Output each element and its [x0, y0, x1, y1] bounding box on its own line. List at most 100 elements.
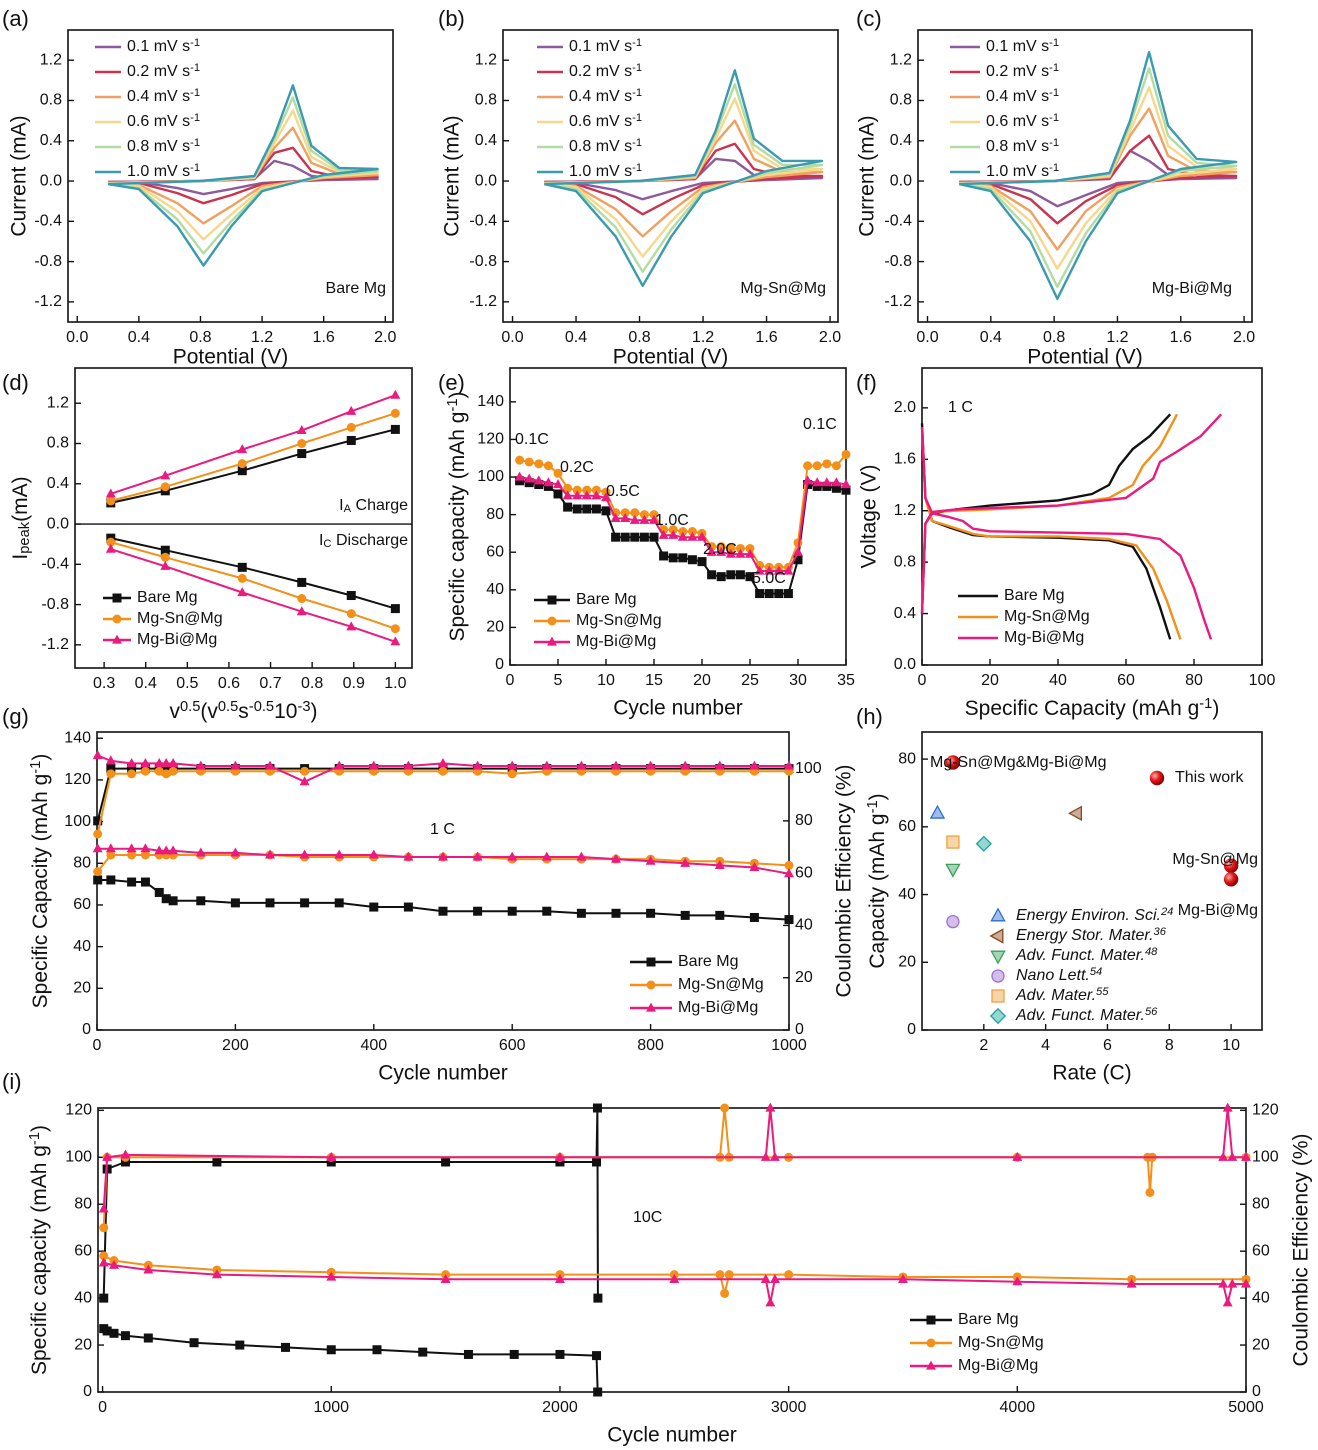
marker — [687, 527, 697, 537]
y-axis-label: Current (mA) — [856, 115, 879, 236]
marker — [390, 624, 400, 634]
y-tick-label: 20 — [898, 953, 916, 970]
marker — [326, 1151, 337, 1161]
marker — [126, 843, 137, 853]
x-tick-label: 5 — [554, 672, 563, 689]
series-line — [102, 1107, 1246, 1209]
y-tick-label: -1.2 — [41, 636, 69, 653]
x-tick-label: 0 — [93, 1037, 102, 1054]
annotation: 1.0C — [655, 512, 689, 529]
marker — [390, 636, 401, 646]
marker — [368, 760, 379, 770]
marker — [106, 537, 116, 547]
y2-tick-label: 0 — [795, 1021, 804, 1038]
x-tick-label: 5000 — [1228, 1399, 1264, 1416]
text-part: 10 — [274, 700, 297, 723]
x-axis-label: Potential (V) — [173, 346, 289, 369]
y2-tick-label: 20 — [795, 969, 813, 986]
series-line — [920, 413, 1172, 614]
annotation: 1 C — [948, 399, 973, 416]
text-part: ) — [866, 793, 889, 800]
legend-marker — [547, 595, 557, 605]
x-tick-label: 1.6 — [313, 329, 335, 346]
x-tick-label: 15 — [645, 672, 663, 689]
marker — [154, 766, 164, 776]
marker — [237, 466, 247, 476]
marker — [1222, 1102, 1233, 1112]
y2-tick-label: 20 — [1252, 1336, 1270, 1353]
text-part: -1 — [1049, 137, 1059, 149]
x-tick-label: 1.2 — [692, 329, 714, 346]
marker — [716, 572, 726, 582]
text-part: ) — [1212, 697, 1219, 720]
marker — [368, 849, 379, 859]
marker — [296, 425, 307, 435]
marker — [760, 1273, 771, 1283]
marker — [735, 570, 745, 580]
marker — [764, 565, 775, 575]
annotation: 2.0C — [703, 541, 737, 558]
plot-frame — [917, 29, 1253, 323]
legend-label: 0.2 mV s-1 — [127, 62, 200, 80]
marker — [658, 529, 669, 539]
marker — [945, 755, 961, 770]
legend-label: 0.2 mV s-1 — [569, 62, 642, 80]
x-tick-label: 2.0 — [374, 329, 396, 346]
x-axis-label: Cycle number — [607, 1424, 737, 1447]
text-part: -1 — [190, 137, 200, 149]
marker — [473, 906, 483, 916]
annotation: 0.1C — [515, 431, 549, 448]
y-tick-label: 1.2 — [47, 394, 69, 411]
legend-label: Mg-Bi@Mg — [576, 633, 656, 650]
marker — [769, 1151, 780, 1161]
marker — [346, 591, 356, 601]
marker — [555, 1349, 565, 1359]
marker — [472, 760, 483, 770]
marker — [93, 867, 103, 877]
text-part: 0.8 mV s — [986, 138, 1049, 155]
y-tick-label: 0.4 — [475, 132, 497, 149]
y-tick-label: 20 — [73, 980, 91, 997]
marker — [161, 894, 171, 904]
text-part: 1.0 mV s — [986, 163, 1049, 180]
x-tick-label: 0.0 — [501, 329, 523, 346]
marker — [649, 532, 659, 542]
x-tick-label: 80 — [1185, 672, 1203, 689]
marker — [168, 766, 178, 776]
y-tick-label: -0.4 — [34, 213, 62, 230]
marker — [297, 449, 307, 459]
legend-label: Bare Mg — [678, 953, 738, 970]
marker — [581, 490, 592, 500]
marker — [629, 514, 640, 524]
marker — [975, 835, 992, 852]
marker — [668, 529, 679, 539]
marker — [593, 1387, 603, 1397]
text-part: 0.6 mV s — [127, 113, 190, 130]
legend-label: 0.1 mV s-1 — [127, 37, 200, 55]
plot-frame — [509, 367, 847, 666]
text-part: Adv. Mater. — [1015, 987, 1096, 1004]
marker — [754, 565, 765, 575]
marker — [591, 485, 601, 495]
marker — [764, 589, 774, 599]
y-axis-label: Specific capacity (mAh g-1) — [27, 1125, 51, 1375]
marker — [161, 769, 171, 779]
text-part: -1 — [632, 137, 642, 149]
text-part: -3 — [297, 699, 310, 715]
marker — [281, 1342, 291, 1352]
x-tick-label: 1.6 — [1170, 329, 1192, 346]
y-tick-label: 100 — [64, 813, 91, 830]
legend-label: Mg-Sn@Mg — [958, 1334, 1044, 1351]
text-part: -1 — [632, 112, 642, 124]
marker — [438, 851, 448, 861]
text-part: 24 — [1160, 906, 1173, 918]
marker — [563, 502, 573, 512]
y2-tick-label: 0 — [1252, 1383, 1261, 1400]
marker — [639, 514, 650, 524]
legend-label: Energy Environ. Sci.24 — [1016, 906, 1173, 924]
series-line — [96, 767, 789, 822]
text-part: Specific Capacity (mAh g — [965, 697, 1200, 720]
marker — [553, 468, 563, 478]
y-tick-label: 0.8 — [475, 92, 497, 109]
marker — [154, 887, 164, 897]
